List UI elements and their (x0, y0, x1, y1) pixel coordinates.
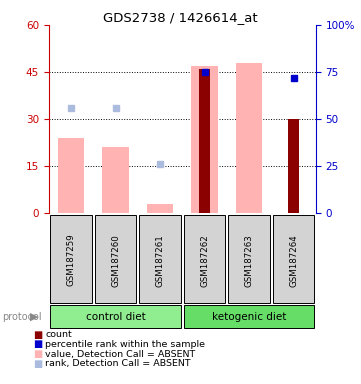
Text: GSM187260: GSM187260 (111, 234, 120, 286)
Text: ■: ■ (33, 349, 43, 359)
Text: value, Detection Call = ABSENT: value, Detection Call = ABSENT (45, 349, 195, 359)
Bar (199, 69, 210, 213)
Bar (147, 204, 173, 213)
Bar (191, 66, 218, 213)
Text: rank, Detection Call = ABSENT: rank, Detection Call = ABSENT (45, 359, 191, 368)
Text: percentile rank within the sample: percentile rank within the sample (45, 340, 205, 349)
Bar (58, 138, 84, 213)
Bar (102, 147, 129, 213)
Bar (236, 63, 262, 213)
Text: GSM187262: GSM187262 (200, 234, 209, 286)
Text: GSM187263: GSM187263 (245, 234, 253, 286)
Text: ■: ■ (33, 339, 43, 349)
Bar (288, 119, 299, 213)
Text: GSM187261: GSM187261 (156, 234, 165, 286)
Text: ■: ■ (33, 330, 43, 340)
Text: GSM187264: GSM187264 (289, 234, 298, 286)
Text: ■: ■ (33, 359, 43, 369)
Text: GDS2738 / 1426614_at: GDS2738 / 1426614_at (103, 11, 258, 24)
Text: count: count (45, 330, 72, 339)
Text: GSM187259: GSM187259 (66, 234, 75, 286)
Text: ketogenic diet: ketogenic diet (212, 311, 286, 322)
Text: protocol: protocol (2, 311, 42, 322)
Text: ▶: ▶ (30, 311, 39, 322)
Text: control diet: control diet (86, 311, 145, 322)
